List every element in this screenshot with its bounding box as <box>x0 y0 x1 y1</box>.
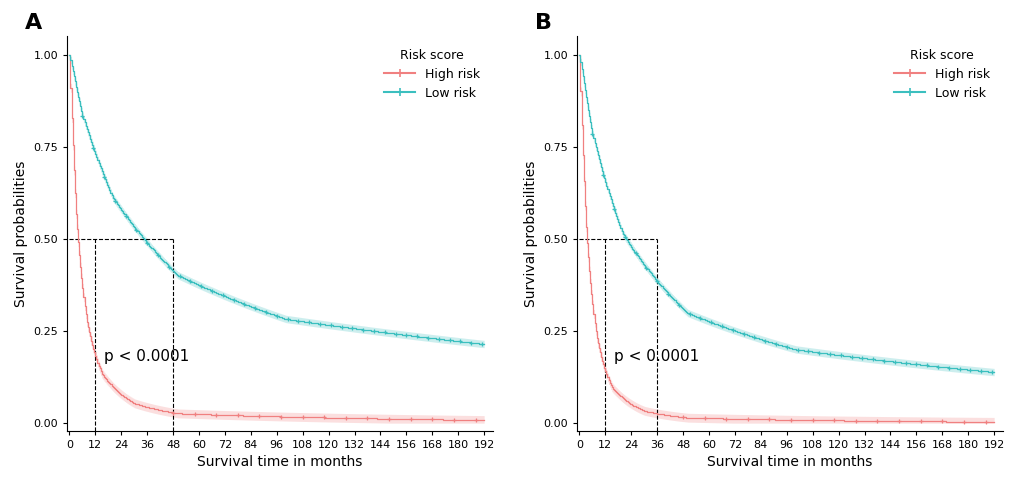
Text: p < 0.0001: p < 0.0001 <box>104 350 189 365</box>
Legend: High risk, Low risk: High risk, Low risk <box>377 43 486 106</box>
Text: p < 0.0001: p < 0.0001 <box>613 350 698 365</box>
Text: A: A <box>24 13 42 32</box>
Legend: High risk, Low risk: High risk, Low risk <box>887 43 996 106</box>
Y-axis label: Survival probabilities: Survival probabilities <box>524 160 537 307</box>
X-axis label: Survival time in months: Survival time in months <box>197 455 363 469</box>
Y-axis label: Survival probabilities: Survival probabilities <box>14 160 28 307</box>
Text: B: B <box>534 13 551 32</box>
X-axis label: Survival time in months: Survival time in months <box>706 455 872 469</box>
